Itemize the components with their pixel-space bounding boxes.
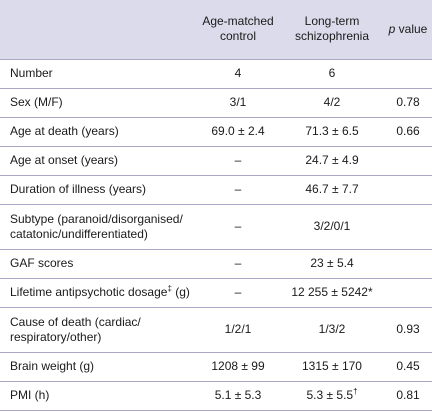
table-row: Brain weight (g) 1208 ± 99 1315 ± 170 0.…: [0, 351, 432, 381]
row-label: Number: [0, 58, 196, 88]
cell-p-value: [384, 277, 432, 307]
cell-p-value: [384, 58, 432, 88]
cell-schizophrenia-value: 5.3 ± 5.5: [306, 388, 354, 402]
cell-control: 1208 ± 99: [196, 351, 280, 381]
cell-control: –: [196, 174, 280, 204]
dagger-footnote-mark: †: [353, 387, 358, 396]
table-row: Age at onset (years) – 24.7 ± 4.9: [0, 145, 432, 175]
double-dagger-footnote-mark: ‡: [167, 284, 172, 293]
cell-schizophrenia: 5.3 ± 5.5†: [280, 380, 384, 411]
cell-p-value: [384, 174, 432, 204]
cell-p-value: 0.45: [384, 351, 432, 381]
cell-control: 4: [196, 58, 280, 88]
row-label-unit: (g): [171, 285, 190, 299]
cell-schizophrenia: 24.7 ± 4.9: [280, 145, 384, 175]
header-row: Age-matched control Long-term schizophre…: [0, 0, 432, 59]
cell-control: 69.0 ± 2.4: [196, 116, 280, 146]
row-label: Sex (M/F): [0, 87, 196, 117]
row-label: Subtype (paranoid/disorganised/ catatoni…: [0, 203, 196, 249]
cell-schizophrenia: 46.7 ± 7.7: [280, 174, 384, 204]
cell-schizophrenia: 3/2/0/1: [280, 203, 384, 249]
cell-control: 1/2/1: [196, 306, 280, 352]
table-row: Subtype (paranoid/disorganised/ catatoni…: [0, 203, 432, 249]
row-label: Cause of death (cardiac/ respiratory/oth…: [0, 306, 196, 352]
cell-p-value: [384, 248, 432, 278]
row-label: Lifetime antipsychotic dosage‡ (g): [0, 277, 196, 307]
cell-schizophrenia: 71.3 ± 6.5: [280, 116, 384, 146]
cell-schizophrenia: 23 ± 5.4: [280, 248, 384, 278]
row-label: Age at onset (years): [0, 145, 196, 175]
header-control: Age-matched control: [202, 14, 274, 44]
header-schizophrenia: Long-term schizophrenia: [294, 14, 370, 44]
table-row: Cause of death (cardiac/ respiratory/oth…: [0, 306, 432, 352]
row-label: GAF scores: [0, 248, 196, 278]
cell-schizophrenia: 12 255 ± 5242*: [280, 277, 384, 307]
cell-schizophrenia: 1/3/2: [280, 306, 384, 352]
cell-control: –: [196, 203, 280, 249]
table-row: Age at death (years) 69.0 ± 2.4 71.3 ± 6…: [0, 116, 432, 146]
cell-p-value: 0.78: [384, 87, 432, 117]
cell-p-value: [384, 145, 432, 175]
cell-schizophrenia: 6: [280, 58, 384, 88]
row-label: Brain weight (g): [0, 351, 196, 381]
header-p-text: value: [395, 21, 428, 36]
row-label: Duration of illness (years): [0, 174, 196, 204]
table-row: Duration of illness (years) – 46.7 ± 7.7: [0, 174, 432, 204]
row-label: Age at death (years): [0, 116, 196, 146]
cell-control: –: [196, 248, 280, 278]
cell-p-value: 0.66: [384, 116, 432, 146]
header-variable: [0, 0, 196, 59]
table-body: Number 4 6 Sex (M/F) 3/1 4/2 0.78 Age at…: [0, 58, 432, 411]
table-row: Number 4 6: [0, 58, 432, 88]
cell-control: 3/1: [196, 87, 280, 117]
cell-p-value: [384, 203, 432, 249]
cell-schizophrenia: 4/2: [280, 87, 384, 117]
header-p-value: p value: [384, 0, 432, 59]
table-row: Sex (M/F) 3/1 4/2 0.78: [0, 87, 432, 117]
cell-p-value: 0.81: [384, 380, 432, 411]
cell-control: 5.1 ± 5.3: [196, 380, 280, 411]
cell-schizophrenia: 1315 ± 170: [280, 351, 384, 381]
cell-p-value: 0.93: [384, 306, 432, 352]
cell-control: –: [196, 145, 280, 175]
header-p-italic: p: [388, 21, 396, 36]
row-label: PMI (h): [0, 380, 196, 411]
table-row: PMI (h) 5.1 ± 5.3 5.3 ± 5.5† 0.81: [0, 380, 432, 411]
table-row: GAF scores – 23 ± 5.4: [0, 248, 432, 278]
table-header: Age-matched control Long-term schizophre…: [0, 0, 432, 59]
table-row: Lifetime antipsychotic dosage‡ (g) – 12 …: [0, 277, 432, 307]
cell-control: –: [196, 277, 280, 307]
row-label-text: Lifetime antipsychotic dosage: [10, 285, 168, 299]
